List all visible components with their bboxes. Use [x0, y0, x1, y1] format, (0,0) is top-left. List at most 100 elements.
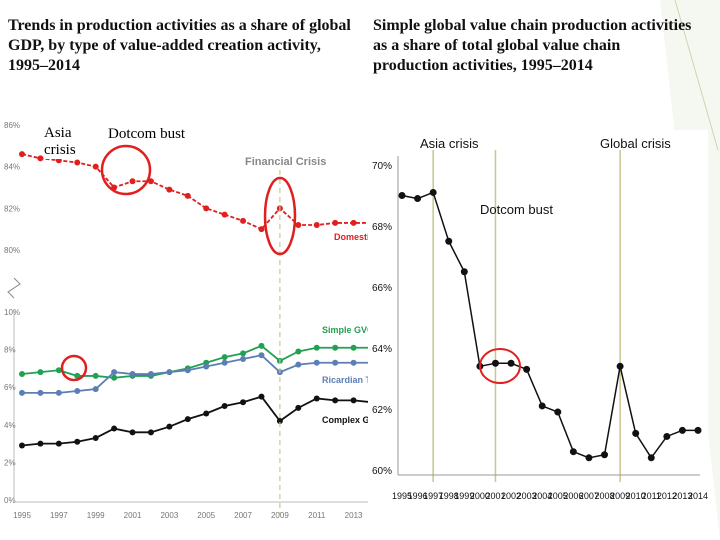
- data-point: [203, 205, 210, 212]
- data-point: [632, 429, 640, 437]
- financial-crisis-highlight-circle: [263, 176, 297, 256]
- data-point: [240, 356, 247, 362]
- x-tick-label: 2005: [548, 491, 568, 501]
- data-point: [258, 352, 265, 359]
- left-y-ticks-bottom: 0% 2% 4% 6% 8% 10%: [4, 308, 20, 505]
- x-tick-label: 2001: [124, 511, 142, 520]
- data-point: [414, 195, 422, 203]
- dotcom-highlight-circle-right: [479, 348, 521, 384]
- left-x-ticks: 1995 1997 1999 2001 2003 2005 2007 2009 2011 2013: [13, 511, 363, 520]
- x-tick-label: 2013: [672, 491, 692, 501]
- y-tick-label: 64%: [372, 344, 392, 355]
- data-point: [616, 362, 624, 370]
- data-point: [332, 397, 339, 404]
- data-point: [92, 372, 99, 379]
- y-tick-label: 10%: [4, 308, 20, 317]
- data-point: [129, 429, 136, 436]
- axis-break-mark: [7, 277, 21, 299]
- dotcom-highlight-circle: [100, 144, 152, 196]
- series-label: Complex GVC: [322, 415, 370, 425]
- x-tick-label: 1998: [439, 491, 459, 501]
- x-tick-label: 1996: [408, 491, 428, 501]
- data-point: [203, 363, 210, 370]
- data-point: [19, 151, 25, 158]
- simple-gvc-share-chart: 60%62%64%66%68%70% 199519961997199819992…: [368, 130, 708, 510]
- data-point: [295, 348, 302, 355]
- dotcom-bust-label-right: Dotcom bust: [480, 202, 553, 217]
- left-chart-heading: Trends in production activities as a sha…: [8, 17, 351, 74]
- data-point: [147, 429, 154, 436]
- data-point: [37, 440, 44, 447]
- dotcom-bust-label-left: Dotcom bust: [108, 126, 186, 143]
- x-tick-label: 2008: [595, 491, 615, 501]
- data-point: [92, 434, 99, 441]
- x-tick-label: 1999: [454, 491, 474, 501]
- data-point: [295, 404, 302, 411]
- y-tick-label: 82%: [4, 204, 20, 213]
- series-line-complex-gvc: [21, 395, 370, 447]
- x-tick-label: 2005: [197, 511, 215, 520]
- data-point: [203, 410, 210, 417]
- production-activities-chart: 86% 84% 82% 80% 0% 2% 4% 6% 8% 10% 1995 1997 1999 2…: [4, 121, 370, 520]
- data-point: [313, 395, 320, 402]
- data-point: [111, 425, 118, 432]
- x-tick-label: 2000: [470, 491, 490, 501]
- data-point: [19, 442, 25, 449]
- data-point: [350, 397, 357, 404]
- data-point: [92, 163, 99, 170]
- right-y-ticks: 60% 62% 64% 66% 68% 70%: [372, 161, 392, 477]
- series-line-simple-gvc: [21, 344, 370, 379]
- data-point: [55, 440, 62, 447]
- x-tick-label: 2009: [610, 491, 630, 501]
- data-point: [147, 371, 154, 378]
- x-tick-label: 2003: [160, 511, 178, 520]
- left-y-ticks-top: 86% 84% 82% 80%: [4, 121, 20, 255]
- data-point: [111, 369, 118, 376]
- x-tick-label: 2006: [563, 491, 583, 501]
- y-tick-label: 62%: [372, 405, 392, 416]
- data-point: [92, 386, 99, 393]
- data-point: [74, 159, 81, 166]
- asia-crisis-label-right: Asia crisis: [420, 136, 479, 151]
- x-tick-label: 2010: [626, 491, 646, 501]
- x-tick-label: 2013: [345, 511, 363, 520]
- data-point: [429, 188, 437, 196]
- data-point: [313, 222, 320, 228]
- right-chart-heading: Simple global value chain production act…: [373, 17, 692, 74]
- y-tick-label: 0%: [4, 496, 16, 505]
- x-tick-label: 1995: [392, 491, 412, 501]
- data-point: [147, 178, 154, 185]
- data-point: [240, 350, 247, 357]
- data-point: [221, 359, 228, 366]
- data-point: [313, 344, 320, 351]
- right-x-ticks: 1995199619971998199920002001200220032004…: [392, 491, 708, 501]
- x-tick-label: 2011: [642, 491, 661, 501]
- data-point: [398, 192, 406, 199]
- data-point: [276, 418, 283, 425]
- data-point: [507, 359, 515, 367]
- x-tick-label: 2007: [234, 511, 252, 520]
- data-point: [350, 219, 357, 226]
- x-tick-label: 2003: [517, 491, 537, 501]
- data-point: [332, 219, 339, 226]
- data-point: [166, 186, 173, 193]
- y-tick-label: 84%: [4, 163, 20, 172]
- data-point: [221, 354, 228, 361]
- data-point: [258, 226, 265, 233]
- data-point: [74, 372, 81, 379]
- data-point: [258, 393, 265, 400]
- right-series: [398, 188, 702, 462]
- data-point: [350, 359, 357, 366]
- data-point: [678, 426, 686, 434]
- data-point: [585, 454, 593, 462]
- y-tick-label: 70%: [372, 161, 392, 172]
- data-point: [523, 365, 531, 373]
- data-point: [240, 217, 247, 224]
- y-tick-label: 80%: [4, 246, 20, 255]
- asia-highlight-circle: [60, 354, 88, 382]
- x-tick-label: 2007: [579, 491, 599, 501]
- y-tick-label: 86%: [4, 121, 20, 130]
- data-point: [166, 369, 173, 376]
- data-point: [74, 387, 81, 394]
- x-tick-label: 1999: [87, 511, 105, 520]
